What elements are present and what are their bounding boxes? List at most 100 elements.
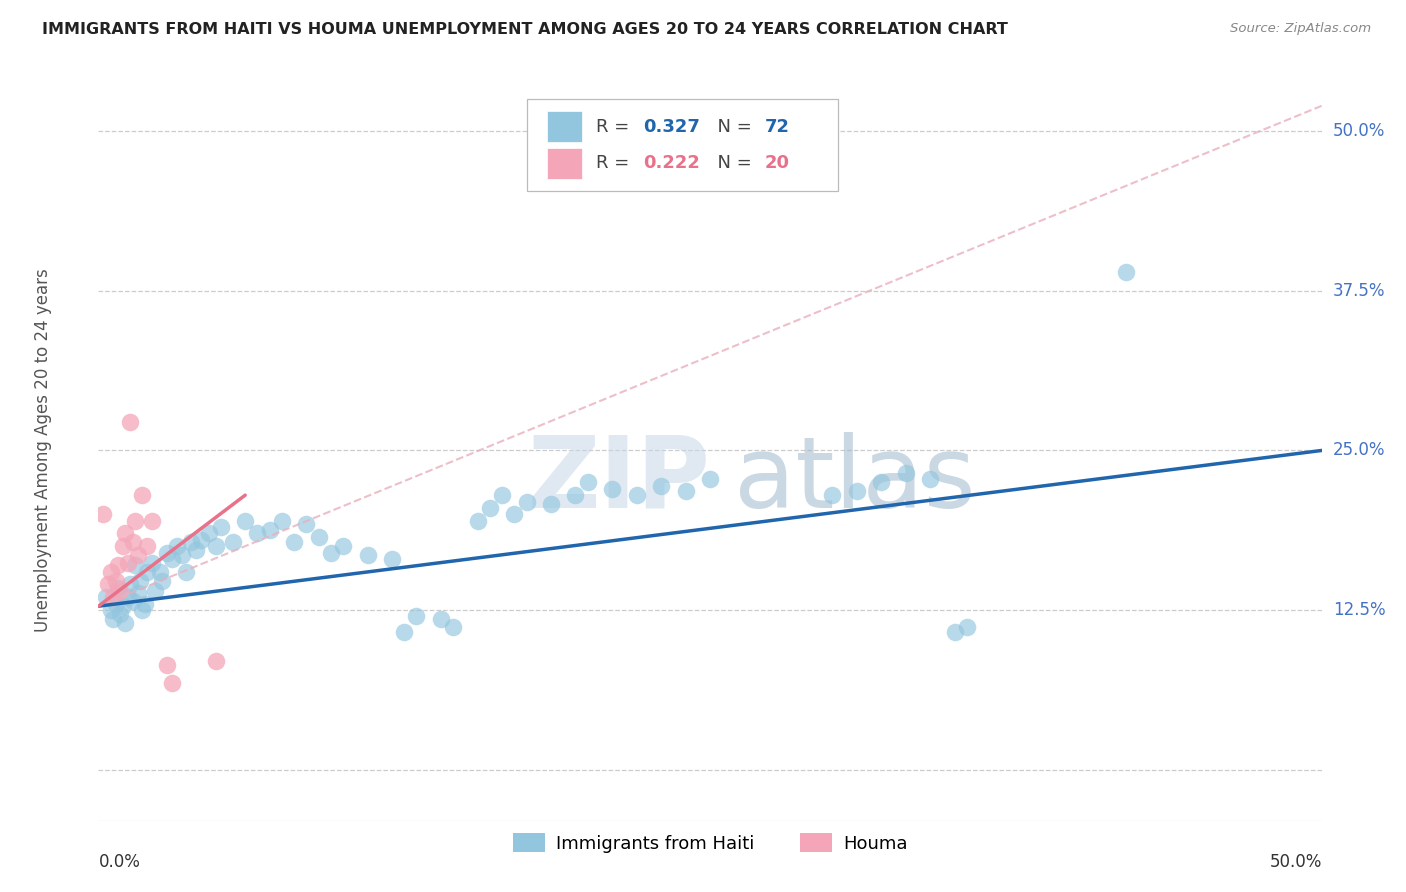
FancyBboxPatch shape <box>526 99 838 191</box>
Point <box>894 467 917 481</box>
Text: 0.327: 0.327 <box>643 118 700 136</box>
Text: 50.0%: 50.0% <box>1270 853 1322 871</box>
Text: IMMIGRANTS FROM HAITI VS HOUMA UNEMPLOYMENT AMONG AGES 20 TO 24 YEARS CORRELATIO: IMMIGRANTS FROM HAITI VS HOUMA UNEMPLOYM… <box>42 22 1008 37</box>
Point <box>205 539 228 553</box>
Point <box>131 488 153 502</box>
Point <box>381 552 404 566</box>
Point <box>143 583 166 598</box>
Point <box>205 654 228 668</box>
Text: N =: N = <box>706 118 758 136</box>
Point <box>94 591 117 605</box>
Text: 20: 20 <box>765 154 790 172</box>
Point <box>356 548 378 562</box>
Point <box>176 565 198 579</box>
Point <box>136 539 159 553</box>
Point <box>209 520 232 534</box>
Point <box>117 556 139 570</box>
Text: Unemployment Among Ages 20 to 24 years: Unemployment Among Ages 20 to 24 years <box>34 268 52 632</box>
Point <box>129 574 152 588</box>
Point <box>270 514 294 528</box>
Text: 12.5%: 12.5% <box>1333 601 1385 619</box>
Point <box>845 484 868 499</box>
Point <box>943 624 966 639</box>
Point <box>124 558 146 573</box>
Point <box>478 500 501 515</box>
Point <box>111 599 134 614</box>
Point <box>650 479 672 493</box>
Point <box>134 597 156 611</box>
Text: Source: ZipAtlas.com: Source: ZipAtlas.com <box>1230 22 1371 36</box>
Point <box>117 591 139 605</box>
Point <box>141 556 163 570</box>
Point <box>150 574 173 588</box>
Text: R =: R = <box>596 118 636 136</box>
Point <box>190 533 212 547</box>
Text: ZIP: ZIP <box>527 432 710 529</box>
Point <box>121 535 143 549</box>
Point <box>515 494 537 508</box>
Point <box>110 583 132 598</box>
Point <box>127 548 149 562</box>
Point <box>1115 265 1137 279</box>
Point <box>956 619 979 633</box>
Point <box>405 609 427 624</box>
Text: 0.0%: 0.0% <box>98 853 141 871</box>
Point <box>441 619 464 633</box>
Text: R =: R = <box>596 154 636 172</box>
Point <box>699 471 721 485</box>
Point <box>160 675 183 690</box>
Point <box>121 594 143 608</box>
Point <box>120 416 142 430</box>
Text: N =: N = <box>706 154 758 172</box>
Point <box>97 577 120 591</box>
Point <box>246 526 269 541</box>
Bar <box>547 112 582 143</box>
Point <box>295 517 318 532</box>
Point <box>319 545 342 559</box>
Point <box>124 514 146 528</box>
Point <box>576 475 599 490</box>
Point <box>100 565 122 579</box>
Point <box>156 657 179 672</box>
Point <box>186 543 208 558</box>
Point <box>430 612 453 626</box>
Text: atlas: atlas <box>734 432 976 529</box>
Point <box>283 535 305 549</box>
Point <box>332 539 354 553</box>
Point <box>131 603 153 617</box>
Point <box>170 548 193 562</box>
Point <box>110 607 132 621</box>
Point <box>91 508 114 522</box>
Point <box>141 514 163 528</box>
Point <box>100 603 122 617</box>
Point <box>392 624 416 639</box>
Point <box>107 582 129 596</box>
Point <box>821 488 844 502</box>
Point <box>564 488 586 502</box>
Point <box>626 488 648 502</box>
Point <box>870 475 893 490</box>
Text: 50.0%: 50.0% <box>1333 122 1385 140</box>
Point <box>149 565 172 579</box>
Point <box>540 497 562 511</box>
Point <box>104 597 127 611</box>
Point <box>491 488 513 502</box>
Point <box>259 523 281 537</box>
Bar <box>547 148 582 178</box>
Point <box>467 514 489 528</box>
Legend: Immigrants from Haiti, Houma: Immigrants from Haiti, Houma <box>506 826 914 860</box>
Point <box>136 565 159 579</box>
Point <box>114 526 136 541</box>
Point <box>222 535 245 549</box>
Point <box>107 558 129 573</box>
Text: 0.222: 0.222 <box>643 154 700 172</box>
Point <box>503 508 526 522</box>
Point <box>160 552 183 566</box>
Point <box>111 539 134 553</box>
Point <box>197 526 219 541</box>
Point <box>308 530 330 544</box>
Point <box>675 484 697 499</box>
Point <box>101 612 124 626</box>
Text: 37.5%: 37.5% <box>1333 282 1385 300</box>
Point <box>233 514 256 528</box>
